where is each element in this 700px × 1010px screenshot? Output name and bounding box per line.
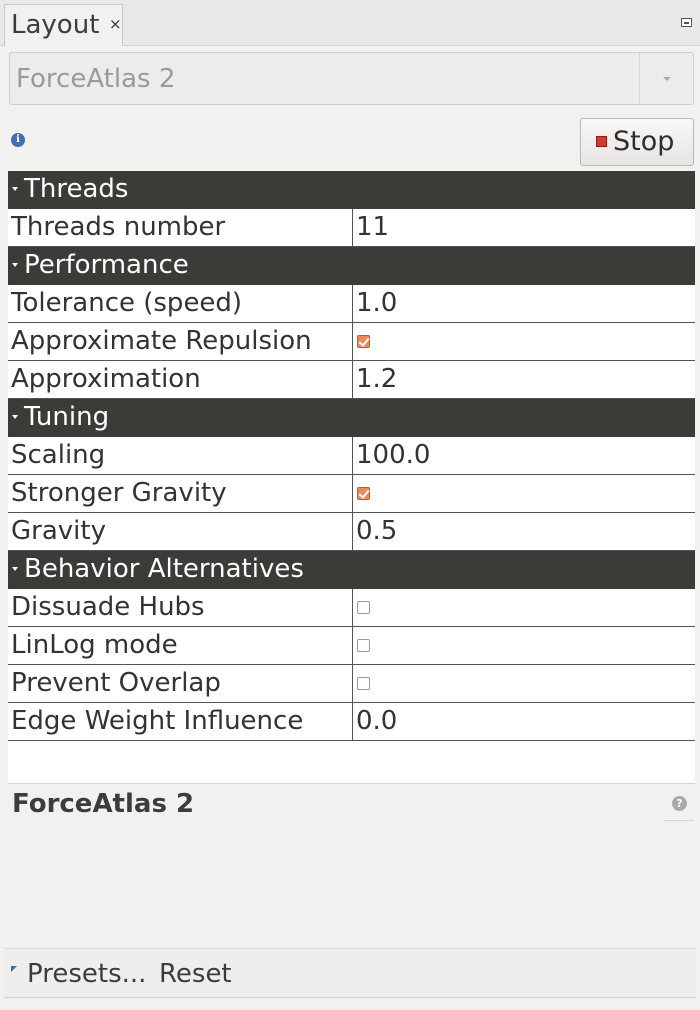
prevent-overlap-checkbox[interactable] — [357, 677, 370, 690]
property-name: Gravity — [11, 516, 106, 546]
property-row-tolerance: Tolerance (speed) 1.0 — [8, 285, 695, 323]
stronger-gravity-checkbox[interactable] — [357, 487, 370, 500]
property-name: LinLog mode — [11, 630, 178, 660]
category-label: Threads — [24, 174, 129, 204]
stronger-gravity-cell — [352, 475, 695, 512]
prevent-overlap-cell — [352, 665, 695, 702]
property-row-gravity: Gravity 0.5 — [8, 513, 695, 551]
property-name: Approximate Repulsion — [11, 326, 312, 356]
property-name: Tolerance (speed) — [11, 288, 243, 318]
property-row-dissuade-hubs: Dissuade Hubs — [8, 589, 695, 627]
category-threads[interactable]: Threads — [8, 171, 695, 209]
gravity-field[interactable]: 0.5 — [352, 513, 695, 550]
reset-button[interactable]: Reset — [159, 959, 232, 989]
category-behavior-alternatives[interactable]: Behavior Alternatives — [8, 551, 695, 589]
dissuade-hubs-cell — [352, 589, 695, 626]
property-row-threads-number: Threads number 11 — [8, 209, 695, 247]
dissuade-hubs-checkbox[interactable] — [357, 601, 370, 614]
expand-triangle-icon — [12, 415, 18, 419]
property-value: 11 — [356, 212, 390, 242]
edge-weight-influence-field[interactable]: 0.0 — [352, 703, 695, 740]
expand-triangle-icon — [12, 187, 18, 191]
algorithm-select-value: ForceAtlas 2 — [16, 64, 176, 94]
tab-bar: Layout × — [0, 0, 700, 46]
property-row-edge-weight-influence: Edge Weight Influence 0.0 — [8, 703, 695, 741]
property-row-linlog-mode: LinLog mode — [8, 627, 695, 665]
approximation-field[interactable]: 1.2 — [352, 361, 695, 398]
stop-button[interactable]: Stop — [580, 118, 694, 166]
category-label: Tuning — [24, 402, 110, 432]
tab-layout[interactable]: Layout × — [4, 4, 123, 46]
property-row-prevent-overlap: Prevent Overlap — [8, 665, 695, 703]
property-row-scaling: Scaling 100.0 — [8, 437, 695, 475]
tab-title: Layout — [11, 10, 100, 40]
property-name: Edge Weight Influence — [11, 706, 304, 736]
chevron-down-icon — [663, 77, 671, 81]
category-label: Performance — [24, 250, 189, 280]
footer-bar: Presets... Reset — [4, 948, 696, 998]
category-label: Behavior Alternatives — [24, 554, 304, 584]
tolerance-field[interactable]: 1.0 — [352, 285, 695, 322]
info-icon[interactable]: i — [11, 133, 25, 147]
approximate-repulsion-cell — [352, 323, 695, 360]
property-name: Threads number — [11, 212, 226, 242]
dropdown-button[interactable] — [639, 53, 693, 104]
category-tuning[interactable]: Tuning — [8, 399, 695, 437]
linlog-mode-cell — [352, 627, 695, 664]
scaling-field[interactable]: 100.0 — [352, 437, 695, 474]
property-row-approximate-repulsion: Approximate Repulsion — [8, 323, 695, 361]
expand-triangle-icon — [12, 567, 18, 571]
property-value: 0.0 — [356, 706, 398, 736]
property-name: Scaling — [11, 440, 106, 470]
property-name: Stronger Gravity — [11, 478, 227, 508]
algorithm-select[interactable]: ForceAtlas 2 — [9, 52, 694, 105]
property-name: Prevent Overlap — [11, 668, 221, 698]
presets-triangle-icon — [11, 966, 17, 972]
property-value: 100.0 — [356, 440, 431, 470]
divider — [664, 820, 694, 821]
property-value: 1.0 — [356, 288, 398, 318]
property-name: Approximation — [11, 364, 201, 394]
description-title: ForceAtlas 2 — [12, 789, 195, 819]
property-sheet: Threads Threads number 11 Performance To… — [8, 171, 695, 784]
property-name: Dissuade Hubs — [11, 592, 205, 622]
property-row-approximation: Approximation 1.2 — [8, 361, 695, 399]
stop-button-label: Stop — [613, 126, 675, 157]
property-row-stronger-gravity: Stronger Gravity — [8, 475, 695, 513]
minimize-icon[interactable] — [681, 18, 692, 27]
property-value: 1.2 — [356, 364, 398, 394]
threads-number-field[interactable]: 11 — [352, 209, 695, 246]
category-performance[interactable]: Performance — [8, 247, 695, 285]
stop-icon — [596, 136, 607, 147]
property-value: 0.5 — [356, 516, 398, 546]
approximate-repulsion-checkbox[interactable] — [357, 335, 370, 348]
linlog-mode-checkbox[interactable] — [357, 639, 370, 652]
presets-button[interactable]: Presets... — [27, 959, 147, 989]
expand-triangle-icon — [12, 263, 18, 267]
help-icon[interactable]: ? — [672, 796, 687, 811]
close-icon[interactable]: × — [109, 15, 122, 33]
